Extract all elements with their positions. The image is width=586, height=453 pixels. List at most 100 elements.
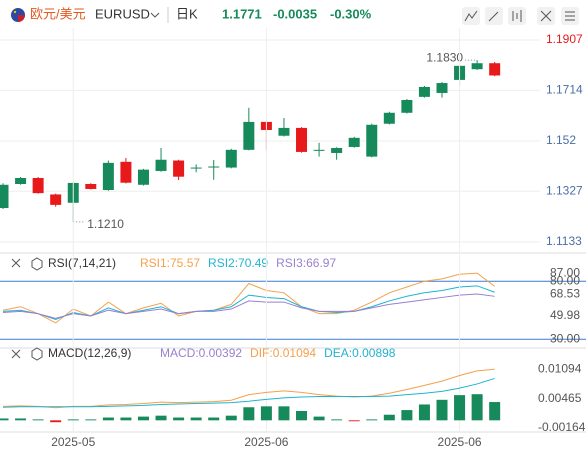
y-tick-label: 49.98 xyxy=(550,308,580,322)
y-tick-label: 0.01094 xyxy=(538,361,582,375)
candle-body xyxy=(401,100,413,113)
candle-body xyxy=(331,148,343,153)
candle-body xyxy=(173,160,185,177)
candle-body xyxy=(471,63,483,70)
pair-name[interactable]: 欧元/美元 xyxy=(30,6,86,21)
candle-body xyxy=(102,162,114,190)
x-tick-label: 2025-06 xyxy=(438,435,482,449)
draw-icon[interactable] xyxy=(488,11,499,22)
y-tick-label: 1.1714 xyxy=(546,83,583,97)
macd-bar xyxy=(208,417,220,421)
pair-symbol[interactable]: EURUSD xyxy=(95,6,150,21)
rsi-line xyxy=(2,272,495,324)
y-tick-label: 68.53 xyxy=(550,287,580,301)
flag xyxy=(11,8,25,22)
close-icon[interactable] xyxy=(11,258,21,268)
change: -0.0035 xyxy=(273,6,317,21)
toolbar xyxy=(462,7,579,25)
dropdown-icon[interactable] xyxy=(150,12,160,18)
macd-bar xyxy=(348,420,360,422)
candle-body xyxy=(137,169,149,185)
macd-bar xyxy=(471,394,483,421)
macd-controls xyxy=(11,347,43,361)
settings-icon[interactable] xyxy=(31,257,43,271)
x-tick-label: 2025-06 xyxy=(244,435,288,449)
settings-icon[interactable] xyxy=(31,347,43,361)
price: 1.1771 xyxy=(222,6,262,21)
candle-body xyxy=(436,83,448,93)
macd-bar xyxy=(383,414,395,421)
y-tick-label: 87.00 xyxy=(550,265,580,279)
change-pct: -0.30% xyxy=(330,6,372,21)
candle-body xyxy=(366,124,378,157)
y-tick-label: 1.1327 xyxy=(546,183,583,197)
indicator-title: MACD(12,26,9) xyxy=(48,346,131,360)
macd-bar xyxy=(243,407,255,421)
candle-body xyxy=(120,161,132,183)
candle-body xyxy=(32,178,44,194)
macd-bar xyxy=(173,417,185,421)
y-tick-label: 1.1907 xyxy=(546,32,583,46)
candle-body xyxy=(348,137,360,147)
macd-bar xyxy=(85,419,97,421)
y-tick-label: 1.152 xyxy=(546,133,576,147)
candle-body xyxy=(278,127,290,136)
macd-bar xyxy=(155,415,167,421)
macd-bar xyxy=(331,419,343,421)
candle-body xyxy=(208,166,220,168)
macd-bar xyxy=(313,416,325,421)
macd-bar xyxy=(102,417,114,421)
candle-body xyxy=(85,184,97,189)
macd-bar xyxy=(260,406,272,421)
candle-body xyxy=(489,63,501,76)
fullscreen-icon[interactable] xyxy=(540,10,552,22)
candle-body xyxy=(50,194,62,205)
legend-entry: DEA:0.00898 xyxy=(324,346,396,360)
settings-icon[interactable] xyxy=(565,11,575,21)
annotation: 1.1210 xyxy=(87,217,124,231)
macd-bar xyxy=(15,418,27,421)
macd-bar xyxy=(366,419,378,421)
candle-body xyxy=(190,167,202,169)
candle-body xyxy=(383,112,395,124)
macd-bar xyxy=(454,395,466,421)
macd-bar xyxy=(190,417,202,421)
period[interactable]: 日K xyxy=(176,6,198,21)
candle-body xyxy=(243,121,255,150)
legend-entry: RSI3:66.97 xyxy=(276,256,336,270)
candle-body xyxy=(15,178,27,184)
macd-line xyxy=(2,377,495,408)
candle-body xyxy=(225,149,237,168)
candle-body xyxy=(418,86,430,97)
annotation: 1.1830 xyxy=(426,50,463,64)
y-tick-label: 0.00465 xyxy=(538,391,582,405)
macd-bar xyxy=(489,402,501,421)
candle-body xyxy=(313,149,325,151)
macd-bar xyxy=(120,417,132,421)
close-icon[interactable] xyxy=(11,349,21,359)
legend-entry: RSI2:70.49 xyxy=(208,256,268,270)
macd-bar xyxy=(296,411,308,421)
rsi-controls xyxy=(11,257,43,271)
candle-body xyxy=(155,159,167,171)
indicator-icon[interactable] xyxy=(464,10,478,22)
macd-bar xyxy=(278,406,290,421)
candle-body xyxy=(296,127,308,152)
macd-bar xyxy=(401,410,413,421)
candle-body xyxy=(0,184,9,208)
legend-entry: MACD:0.00392 xyxy=(160,346,242,360)
legend-entry: DIF:0.01094 xyxy=(250,346,316,360)
x-tick-label: 2025-05 xyxy=(51,435,95,449)
legend-entry: RSI1:75.57 xyxy=(140,256,200,270)
rsi-line xyxy=(2,293,495,319)
macd-bar xyxy=(436,399,448,421)
y-tick-label: 30.00 xyxy=(550,331,580,345)
macd-bar xyxy=(32,419,44,421)
macd-bar xyxy=(0,418,9,421)
macd-bar xyxy=(50,420,62,423)
y-tick-label: 80.00 xyxy=(550,273,580,287)
y-tick-label: 1.1133 xyxy=(546,234,582,248)
type-icon[interactable] xyxy=(512,10,522,22)
